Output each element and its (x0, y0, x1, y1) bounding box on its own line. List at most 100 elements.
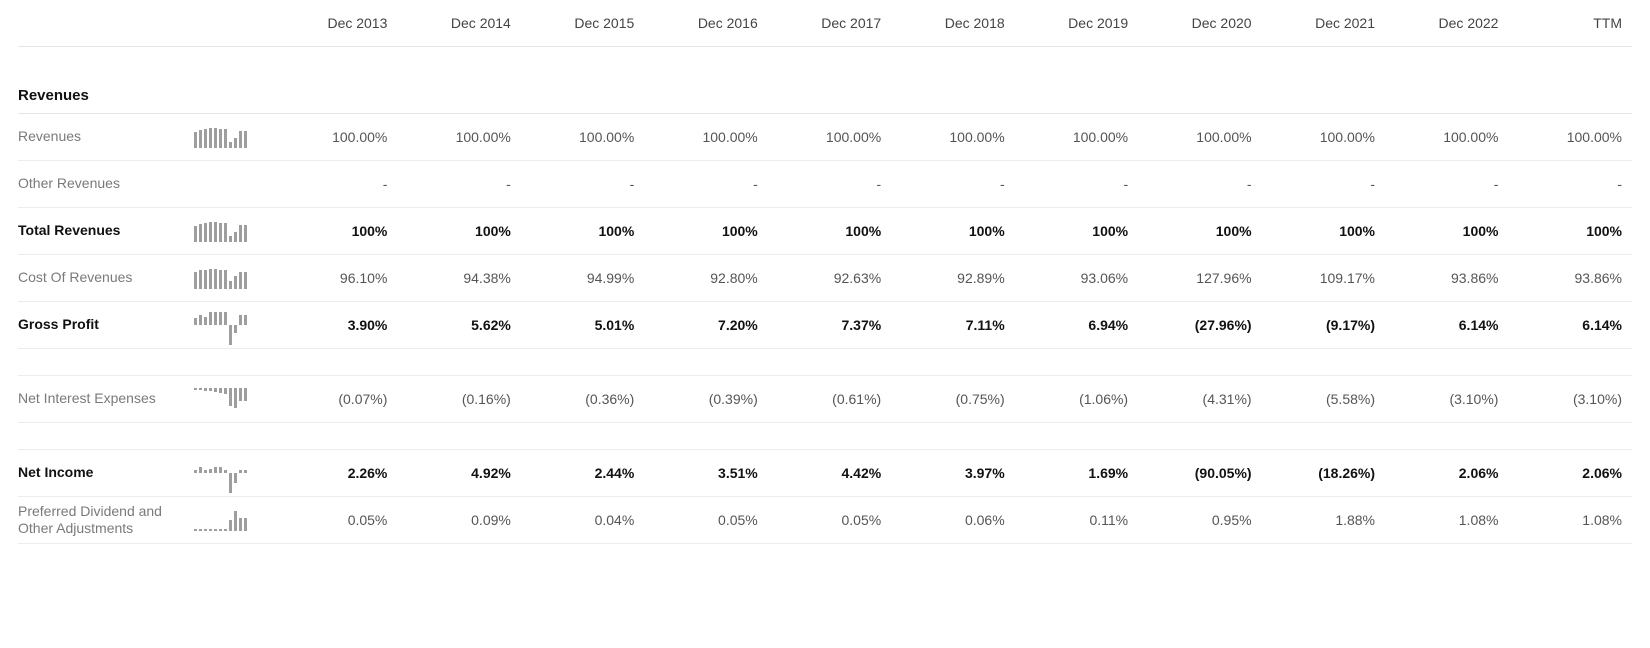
row-label[interactable]: Preferred Dividend and Other Adjustments (18, 497, 194, 544)
cell-value: 100% (1385, 208, 1508, 255)
cell-value: 4.42% (768, 450, 891, 497)
cell-value: 1.08% (1508, 497, 1632, 544)
row-label[interactable]: Gross Profit (18, 302, 194, 349)
cell-value: - (768, 161, 891, 208)
cell-value: 0.09% (397, 497, 520, 544)
cell-value: 3.51% (644, 450, 767, 497)
cell-value: 92.63% (768, 255, 891, 302)
column-header[interactable]: Dec 2015 (521, 0, 644, 47)
cell-value: 6.94% (1015, 302, 1138, 349)
row-sparkline-cell (194, 208, 274, 255)
cell-value: 100% (768, 208, 891, 255)
column-header[interactable]: Dec 2021 (1262, 0, 1385, 47)
sparkline (194, 126, 250, 148)
row-label[interactable]: Net Interest Expenses (18, 376, 194, 423)
cell-value: (0.36%) (521, 376, 644, 423)
cell-value: (0.75%) (891, 376, 1014, 423)
cell-value: 100.00% (274, 114, 397, 161)
table-row: Total Revenues100%100%100%100%100%100%10… (18, 208, 1632, 255)
column-header[interactable]: Dec 2017 (768, 0, 891, 47)
cell-value: 100% (1138, 208, 1261, 255)
cell-value: 0.05% (644, 497, 767, 544)
cell-value: 100.00% (397, 114, 520, 161)
row-label[interactable]: Other Revenues (18, 161, 194, 208)
row-sparkline-cell (194, 302, 274, 349)
cell-value: (18.26%) (1262, 450, 1385, 497)
header-blank (194, 0, 274, 47)
column-header[interactable]: TTM (1508, 0, 1632, 47)
cell-value: (1.06%) (1015, 376, 1138, 423)
table-row: Gross Profit3.90%5.62%5.01%7.20%7.37%7.1… (18, 302, 1632, 349)
row-sparkline-cell (194, 161, 274, 208)
cell-value: 100% (1508, 208, 1632, 255)
table-row: Preferred Dividend and Other Adjustments… (18, 497, 1632, 544)
cell-value: 2.26% (274, 450, 397, 497)
cell-value: 100% (274, 208, 397, 255)
cell-value: (0.61%) (768, 376, 891, 423)
cell-value: 0.11% (1015, 497, 1138, 544)
column-header[interactable]: Dec 2013 (274, 0, 397, 47)
table-row: Other Revenues----------- (18, 161, 1632, 208)
cell-value: 7.37% (768, 302, 891, 349)
column-header[interactable]: Dec 2022 (1385, 0, 1508, 47)
cell-value: 0.05% (274, 497, 397, 544)
cell-value: 100.00% (891, 114, 1014, 161)
cell-value: (0.39%) (644, 376, 767, 423)
cell-value: 100.00% (1262, 114, 1385, 161)
cell-value: 5.62% (397, 302, 520, 349)
cell-value: - (891, 161, 1014, 208)
sparkline (194, 388, 250, 410)
cell-value: 2.44% (521, 450, 644, 497)
cell-value: 127.96% (1138, 255, 1261, 302)
cell-value: 0.95% (1138, 497, 1261, 544)
table-row: Revenues100.00%100.00%100.00%100.00%100.… (18, 114, 1632, 161)
sparkline (194, 462, 250, 484)
cell-value: 93.06% (1015, 255, 1138, 302)
column-header[interactable]: Dec 2019 (1015, 0, 1138, 47)
row-label[interactable]: Net Income (18, 450, 194, 497)
row-label[interactable]: Total Revenues (18, 208, 194, 255)
cell-value: 93.86% (1508, 255, 1632, 302)
cell-value: 100.00% (1508, 114, 1632, 161)
row-sparkline-cell (194, 376, 274, 423)
cell-value: 100.00% (1138, 114, 1261, 161)
cell-value: - (644, 161, 767, 208)
cell-value: 4.92% (397, 450, 520, 497)
cell-value: (0.16%) (397, 376, 520, 423)
row-sparkline-cell (194, 114, 274, 161)
column-header-row: Dec 2013Dec 2014Dec 2015Dec 2016Dec 2017… (18, 0, 1632, 47)
cell-value: - (1262, 161, 1385, 208)
cell-value: 94.99% (521, 255, 644, 302)
row-sparkline-cell (194, 255, 274, 302)
cell-value: 0.04% (521, 497, 644, 544)
sparkline (194, 509, 250, 531)
cell-value: 0.06% (891, 497, 1014, 544)
column-header[interactable]: Dec 2018 (891, 0, 1014, 47)
cell-value: 96.10% (274, 255, 397, 302)
row-sparkline-cell (194, 450, 274, 497)
row-label[interactable]: Cost Of Revenues (18, 255, 194, 302)
sparkline (194, 314, 250, 336)
cell-value: 109.17% (1262, 255, 1385, 302)
cell-value: - (1385, 161, 1508, 208)
cell-value: 1.88% (1262, 497, 1385, 544)
cell-value: 6.14% (1385, 302, 1508, 349)
column-header[interactable]: Dec 2016 (644, 0, 767, 47)
column-header[interactable]: Dec 2020 (1138, 0, 1261, 47)
row-label[interactable]: Revenues (18, 114, 194, 161)
cell-value: 100.00% (768, 114, 891, 161)
cell-value: 100.00% (521, 114, 644, 161)
spacer (18, 47, 1632, 78)
spacer (18, 349, 1632, 376)
cell-value: (3.10%) (1508, 376, 1632, 423)
financial-table-container: Dec 2013Dec 2014Dec 2015Dec 2016Dec 2017… (0, 0, 1650, 544)
cell-value: 100% (397, 208, 520, 255)
cell-value: 100.00% (1015, 114, 1138, 161)
cell-value: 100.00% (1385, 114, 1508, 161)
cell-value: 7.11% (891, 302, 1014, 349)
cell-value: 1.69% (1015, 450, 1138, 497)
cell-value: 0.05% (768, 497, 891, 544)
cell-value: - (1508, 161, 1632, 208)
column-header[interactable]: Dec 2014 (397, 0, 520, 47)
cell-value: 2.06% (1508, 450, 1632, 497)
